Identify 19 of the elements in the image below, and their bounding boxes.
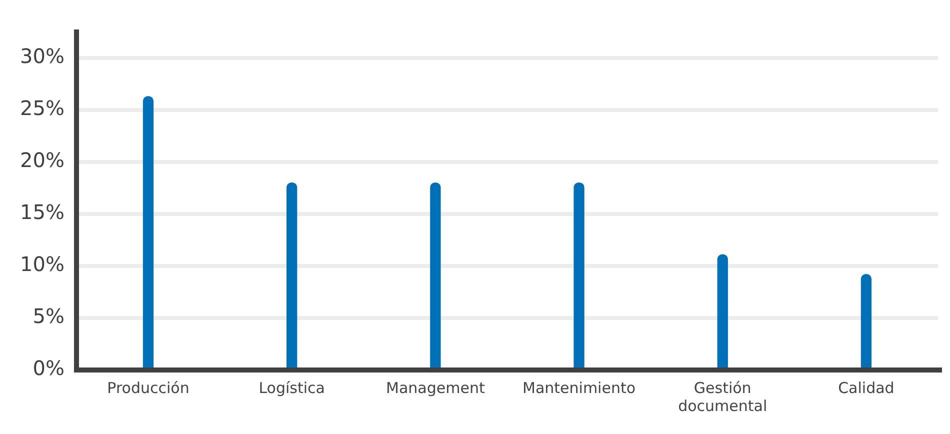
y-tick-label: 10% bbox=[20, 252, 64, 276]
y-tick-label: 0% bbox=[32, 356, 64, 380]
bar bbox=[286, 182, 298, 368]
bar bbox=[717, 254, 728, 368]
y-tick-label: 5% bbox=[32, 304, 64, 328]
x-tick-label: Logística bbox=[258, 378, 325, 397]
y-tick-label: 30% bbox=[20, 44, 64, 68]
bar bbox=[574, 182, 584, 368]
bar bbox=[142, 96, 154, 368]
x-tick-label: Mantenimiento bbox=[522, 378, 636, 397]
x-tick-label: Calidad bbox=[838, 378, 894, 397]
y-tick-label: 25% bbox=[20, 96, 64, 120]
x-tick-label: Management bbox=[386, 378, 485, 397]
x-tick-label: Producción bbox=[107, 378, 190, 397]
bar bbox=[860, 274, 872, 368]
x-tick-label: Gestión documental bbox=[678, 378, 768, 415]
y-tick-label: 20% bbox=[20, 148, 64, 172]
bar bbox=[430, 182, 441, 368]
y-tick-label: 15% bbox=[20, 200, 64, 224]
